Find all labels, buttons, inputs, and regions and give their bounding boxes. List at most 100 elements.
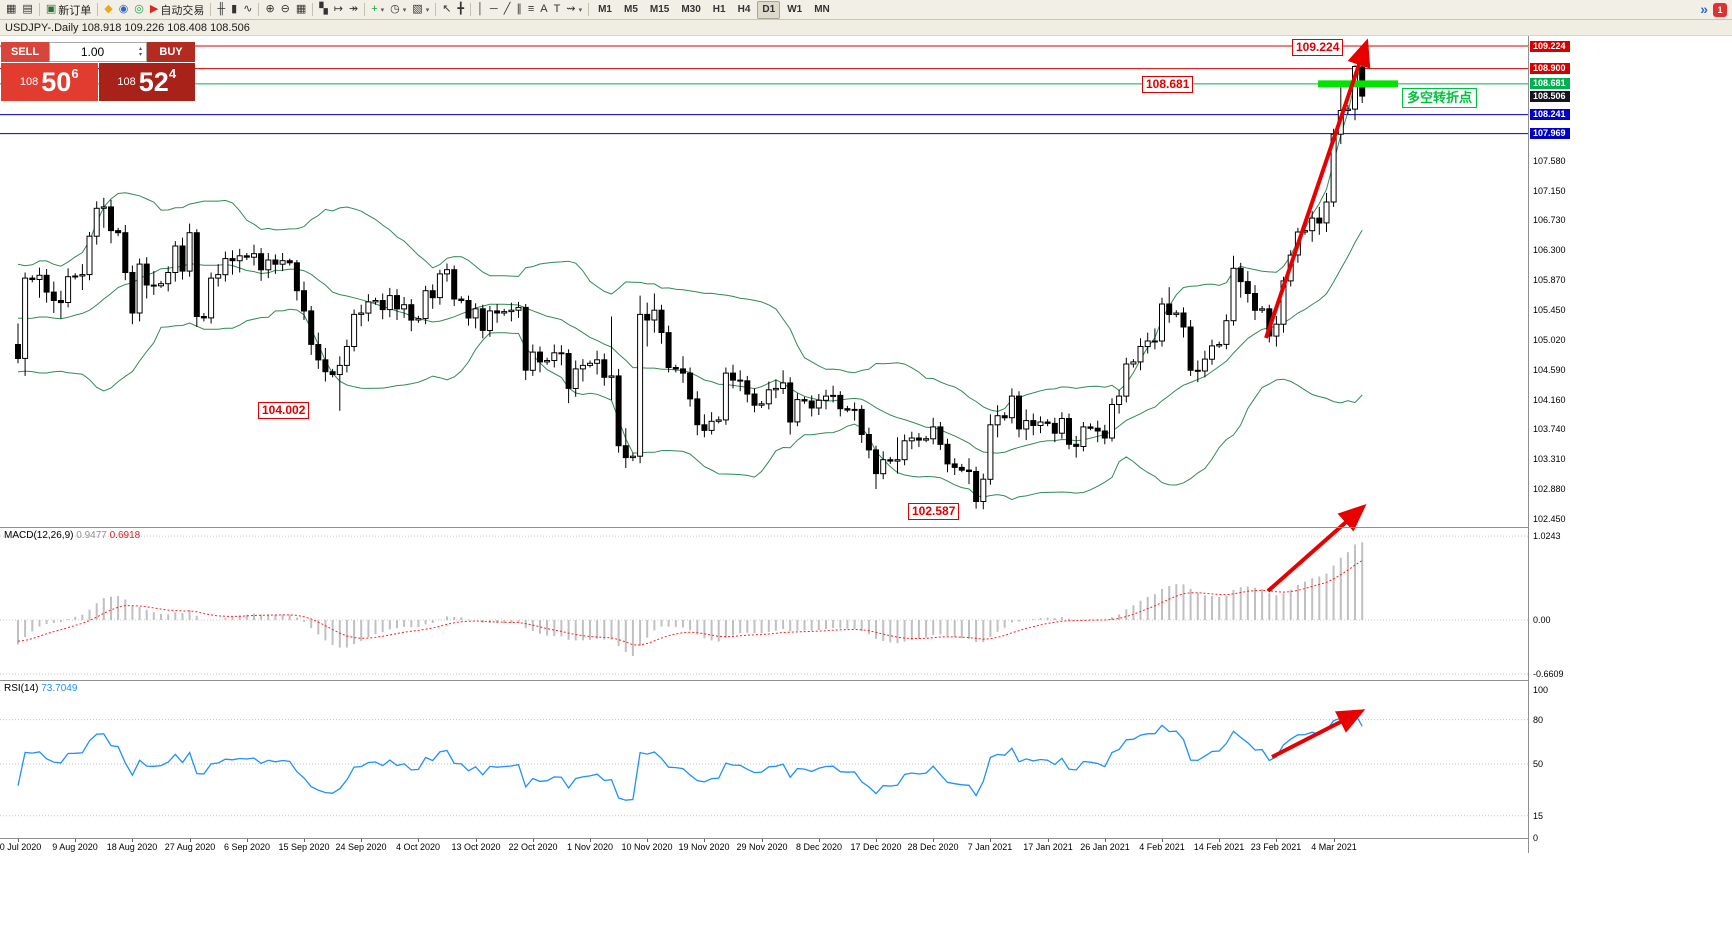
trend-arrow[interactable]: [1264, 38, 1371, 339]
shapes-button[interactable]: ⇝ ▾: [563, 1, 585, 18]
timeframe-d1[interactable]: D1: [757, 0, 781, 19]
text-icon[interactable]: A: [537, 1, 550, 18]
turning-point-label[interactable]: 多空转折点: [1402, 88, 1478, 108]
line-chart-icon[interactable]: ∿: [240, 1, 255, 18]
timeframe-mn[interactable]: MN: [814, 3, 830, 15]
sell-button[interactable]: SELL: [1, 42, 49, 62]
price-tick-label: 105.870: [1533, 275, 1566, 285]
pane-splitter[interactable]: [0, 527, 1570, 528]
zoom-in-icon[interactable]: ⊕: [262, 1, 277, 18]
autotrading-button[interactable]: ▶ 自动交易: [147, 1, 207, 18]
horizontal-line-icon[interactable]: ─: [487, 1, 501, 18]
metaquotes-icon[interactable]: ◆: [101, 1, 115, 18]
bollinger-middle: [17, 229, 1363, 454]
price-scale[interactable]: 107.580 107.150 106.730 106.300 105.870 105.4…: [1528, 36, 1571, 853]
timeframe-m15[interactable]: M15: [649, 3, 670, 15]
tick-chart-icon[interactable]: ▤: [19, 1, 35, 18]
candlestick-chart-icon[interactable]: ▮: [228, 1, 240, 18]
ask-price[interactable]: 108 52 4: [98, 63, 195, 101]
toolbar-separator: [258, 3, 260, 16]
time-tick: [75, 839, 76, 842]
rsi-tick-label: 100: [1533, 685, 1549, 695]
date-label: 4 Oct 2020: [395, 842, 441, 852]
rsi-tick-label: 80: [1533, 715, 1544, 725]
price-annotation[interactable]: 109.224: [1292, 39, 1344, 56]
time-tick: [590, 839, 591, 842]
price-annotation[interactable]: 108.681: [1142, 76, 1194, 93]
cursor-icon[interactable]: ↖: [439, 1, 454, 18]
spinner-up-icon[interactable]: ▴: [138, 46, 142, 52]
price-annotation[interactable]: 102.587: [908, 503, 960, 520]
notifications-badge[interactable]: 1: [1713, 2, 1727, 17]
timeframe-m1[interactable]: M1: [598, 3, 612, 15]
label-icon-glyph: T: [553, 3, 561, 15]
toolbar: ▦ ▤ ▣ 新订单 ◆ ◉ ◎ ▶ 自动交易 ╫ ▮ ∿ ⊕ ⊖ ▦ ▚ ↦ ↠ + ▾ ◷ ▾ ▧ ▾ ↖ ╋ │ ─ ╱ ∥ ≡ A T ⇝ ▾…: [0, 0, 1732, 20]
timeframe-h1[interactable]: H1: [712, 3, 726, 15]
timeframe-m30[interactable]: M30: [681, 3, 701, 15]
toolbar-separator: [588, 3, 590, 16]
rsi-label: RSI(14) 73.7049: [4, 683, 77, 695]
autotrading-button-label: 自动交易: [160, 4, 205, 17]
bar-chart-icon-glyph: ╫: [217, 3, 226, 15]
price-annotation[interactable]: 104.002: [258, 402, 310, 419]
chevron-down-icon[interactable]: ▾: [402, 6, 407, 14]
ask-point: 4: [168, 66, 177, 81]
volume-value[interactable]: 1.00: [80, 45, 105, 59]
bid-price[interactable]: 108 50 6: [1, 63, 98, 101]
trend-arrow[interactable]: [1266, 504, 1367, 593]
price-tick-label: 102.880: [1533, 484, 1566, 494]
zoom-out-icon[interactable]: ⊖: [278, 1, 293, 18]
crosshair-icon[interactable]: ╋: [454, 1, 467, 18]
price-tick-label: 106.300: [1533, 245, 1566, 255]
signals-icon-glyph: ◎: [134, 3, 144, 15]
chart-title-bar: USDJPY-.Daily 108.918 109.226 108.408 10…: [0, 20, 1732, 36]
volume-spinner[interactable]: ▴ ▾: [135, 43, 146, 61]
fibonacci-icon[interactable]: ≡: [525, 1, 537, 18]
new-order-button[interactable]: ▣ 新订单: [43, 1, 94, 18]
date-label: 22 Oct 2020: [508, 842, 558, 852]
toolbar-separator: [312, 3, 314, 16]
date-label: 10 Nov 2020: [621, 842, 673, 852]
time-tick: [190, 839, 191, 842]
chevron-down-icon[interactable]: ▾: [578, 6, 583, 14]
channel-icon[interactable]: ∥: [513, 1, 525, 18]
auto-scroll-icon[interactable]: ↠: [346, 1, 361, 18]
auto-arrange-icon[interactable]: ▚: [316, 1, 330, 18]
time-axis[interactable]: 30 Jul 2020 9 Aug 2020 18 Aug 2020 27 Aug 2…: [0, 839, 1528, 853]
toolbar-separator: [38, 3, 40, 16]
chevron-down-icon[interactable]: ▾: [380, 6, 385, 14]
channel-icon-glyph: ∥: [516, 3, 522, 15]
price-tick-label: 104.590: [1533, 365, 1566, 375]
bar-chart-icon[interactable]: ╫: [214, 1, 228, 18]
templates-button[interactable]: ▧ ▾: [409, 1, 432, 18]
time-tick: [876, 839, 877, 842]
community-icon[interactable]: »: [1700, 1, 1708, 17]
spinner-down-icon[interactable]: ▾: [138, 52, 142, 58]
axis-separator: [0, 838, 1570, 839]
price-chart-canvas[interactable]: [0, 36, 1528, 853]
bid-point: 6: [71, 66, 79, 81]
volume-field[interactable]: 1.00 ▴ ▾: [49, 42, 147, 62]
pane-splitter[interactable]: [0, 680, 1570, 681]
time-tick: [18, 839, 19, 842]
periods-button[interactable]: ◷ ▾: [387, 1, 409, 18]
tile-windows-icon-glyph: ▦: [295, 3, 307, 15]
label-icon[interactable]: T: [551, 1, 564, 18]
tile-windows-icon[interactable]: ▦: [293, 1, 309, 18]
chart-window-icon[interactable]: ▦: [3, 1, 19, 18]
trend-arrow[interactable]: [1271, 709, 1366, 759]
chevron-down-icon[interactable]: ▾: [425, 6, 430, 14]
time-tick: [533, 839, 534, 842]
indicators-button[interactable]: + ▾: [368, 1, 387, 18]
signals-icon[interactable]: ◎: [131, 1, 147, 18]
timeframe-h4[interactable]: H4: [737, 3, 751, 15]
chart-shift-icon[interactable]: ↦: [331, 1, 346, 18]
timeframe-w1[interactable]: W1: [787, 3, 803, 15]
vertical-line-icon[interactable]: │: [474, 1, 487, 18]
main-pane: [0, 45, 1528, 510]
timeframe-m5[interactable]: M5: [623, 3, 638, 15]
trendline-icon[interactable]: ╱: [501, 1, 514, 18]
buy-button[interactable]: BUY: [147, 42, 195, 62]
market-icon[interactable]: ◉: [116, 1, 132, 18]
rsi-tick-label: 15: [1533, 811, 1544, 821]
